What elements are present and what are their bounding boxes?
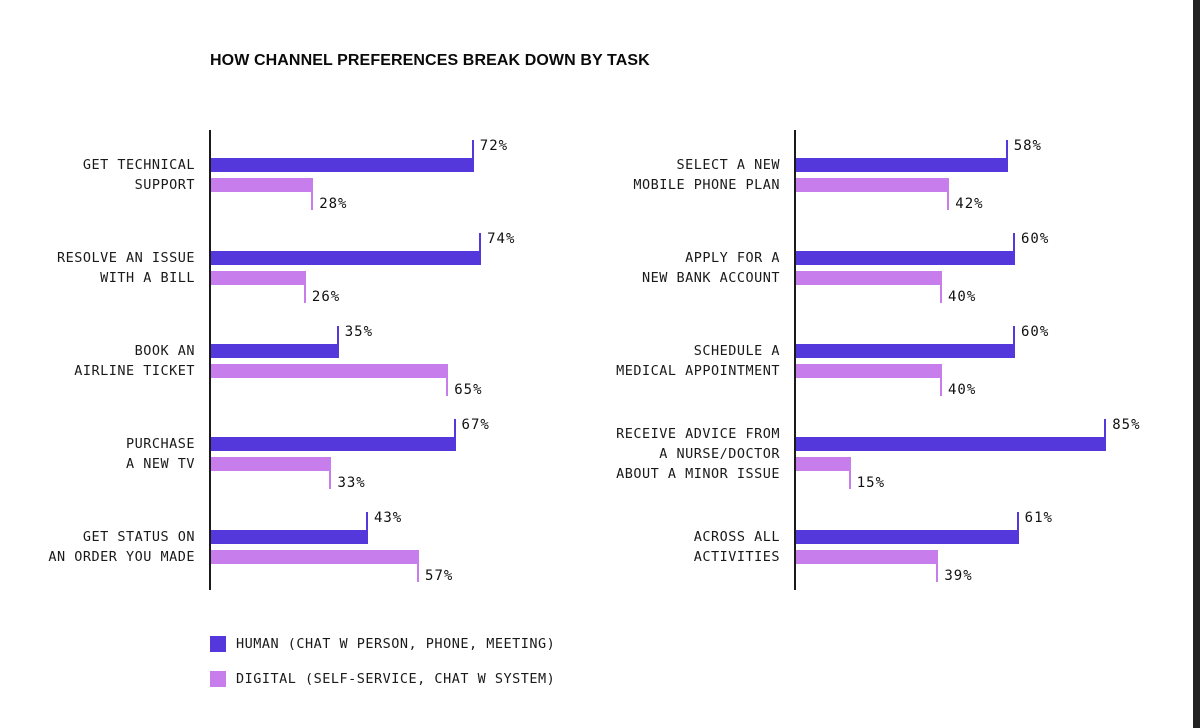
- value-label: 57%: [425, 568, 454, 584]
- bar-human: 85%: [796, 417, 1140, 451]
- bar-human: 72%: [211, 138, 507, 172]
- bar-human: 67%: [211, 417, 489, 451]
- task-label: SCHEDULE A MEDICAL APPOINTMENT: [616, 343, 780, 379]
- bar-digital: 15%: [796, 457, 884, 491]
- value-label: 39%: [944, 568, 973, 584]
- value-label: 61%: [1024, 510, 1053, 526]
- axis-line: [209, 130, 211, 590]
- tick-mark: [1005, 140, 1008, 159]
- bar-human: 58%: [796, 138, 1041, 172]
- tick-mark: [936, 563, 939, 582]
- legend-label-digital: DIGITAL (SELF-SERVICE, CHAT W SYSTEM): [236, 671, 556, 687]
- tick-mark: [336, 326, 339, 345]
- value-label: 28%: [319, 196, 348, 212]
- value-label: 85%: [1112, 417, 1141, 433]
- legend-label-human: HUMAN (CHAT W PERSON, PHONE, MEETING): [236, 636, 556, 652]
- bar-digital: 40%: [796, 364, 975, 398]
- value-label: 65%: [454, 382, 483, 398]
- digital-swatch: [210, 671, 226, 687]
- value-label: 26%: [311, 289, 341, 305]
- task-label: RESOLVE AN ISSUE WITH A BILL: [56, 250, 195, 286]
- legend: HUMAN (CHAT W PERSON, PHONE, MEETING) DI…: [210, 636, 555, 706]
- bar-digital: 33%: [211, 457, 365, 491]
- tick-mark: [947, 191, 950, 210]
- tick-mark: [940, 377, 942, 396]
- task-label: GET STATUS ON AN ORDER YOU MADE: [48, 529, 195, 565]
- task-label: APPLY FOR A NEW BANK ACCOUNT: [641, 250, 780, 286]
- bar-human: 35%: [211, 324, 372, 358]
- task-label: RECEIVE ADVICE FROM A NURSE/DOCTOR ABOUT A…: [616, 426, 780, 482]
- task-label: BOOK AN AIRLINE TICKET: [74, 343, 195, 379]
- value-label: 60%: [1021, 231, 1050, 247]
- task-label: SELECT A NEW MOBILE PHONE PLAN: [633, 157, 780, 193]
- bar-digital: 42%: [796, 178, 983, 212]
- value-label: 15%: [856, 475, 886, 491]
- tick-mark: [940, 284, 942, 303]
- bar-digital: 65%: [211, 364, 482, 398]
- tick-mark: [471, 140, 474, 159]
- tick-mark: [329, 470, 332, 489]
- bar-digital: 39%: [796, 550, 972, 584]
- bar-digital: 57%: [211, 550, 452, 584]
- value-label: 35%: [344, 324, 374, 340]
- tick-mark: [446, 377, 449, 396]
- human-swatch: [210, 636, 226, 652]
- tick-mark: [1104, 419, 1107, 438]
- value-label: 60%: [1021, 324, 1050, 340]
- tick-mark: [1016, 512, 1019, 531]
- value-label: 74%: [487, 231, 516, 247]
- bar-digital: 26%: [211, 271, 339, 305]
- value-label: 58%: [1013, 138, 1042, 154]
- tick-mark: [365, 512, 368, 531]
- task-label: ACROSS ALL ACTIVITIES: [693, 529, 780, 565]
- bar-human: 74%: [211, 231, 514, 265]
- value-label: 40%: [948, 289, 977, 305]
- bar-digital: 28%: [211, 178, 346, 212]
- value-label: 42%: [955, 196, 984, 212]
- value-label: 40%: [948, 382, 977, 398]
- legend-item-human: HUMAN (CHAT W PERSON, PHONE, MEETING): [210, 636, 555, 652]
- tick-mark: [303, 284, 306, 303]
- value-label: 72%: [479, 138, 509, 154]
- value-label: 67%: [461, 417, 490, 433]
- tick-mark: [1013, 233, 1015, 252]
- bar-human: 43%: [211, 510, 401, 544]
- tick-mark: [311, 191, 314, 210]
- tick-mark: [417, 563, 420, 582]
- bar-human: 61%: [796, 510, 1052, 544]
- tick-mark: [479, 233, 482, 252]
- tick-mark: [848, 470, 851, 489]
- task-label: GET TECHNICAL SUPPORT: [82, 157, 195, 193]
- bar-human: 60%: [796, 231, 1048, 265]
- chart-title: HOW CHANNEL PREFERENCES BREAK DOWN BY TA…: [210, 52, 650, 69]
- tick-mark: [453, 419, 456, 438]
- bar-digital: 40%: [796, 271, 975, 305]
- value-label: 43%: [373, 510, 403, 526]
- legend-item-digital: DIGITAL (SELF-SERVICE, CHAT W SYSTEM): [210, 671, 555, 687]
- value-label: 33%: [337, 475, 366, 491]
- axis-line: [794, 130, 796, 590]
- tick-mark: [1013, 326, 1015, 345]
- bar-human: 60%: [796, 324, 1048, 358]
- task-label: PURCHASE A NEW TV: [125, 436, 195, 472]
- window-edge: [1193, 0, 1200, 728]
